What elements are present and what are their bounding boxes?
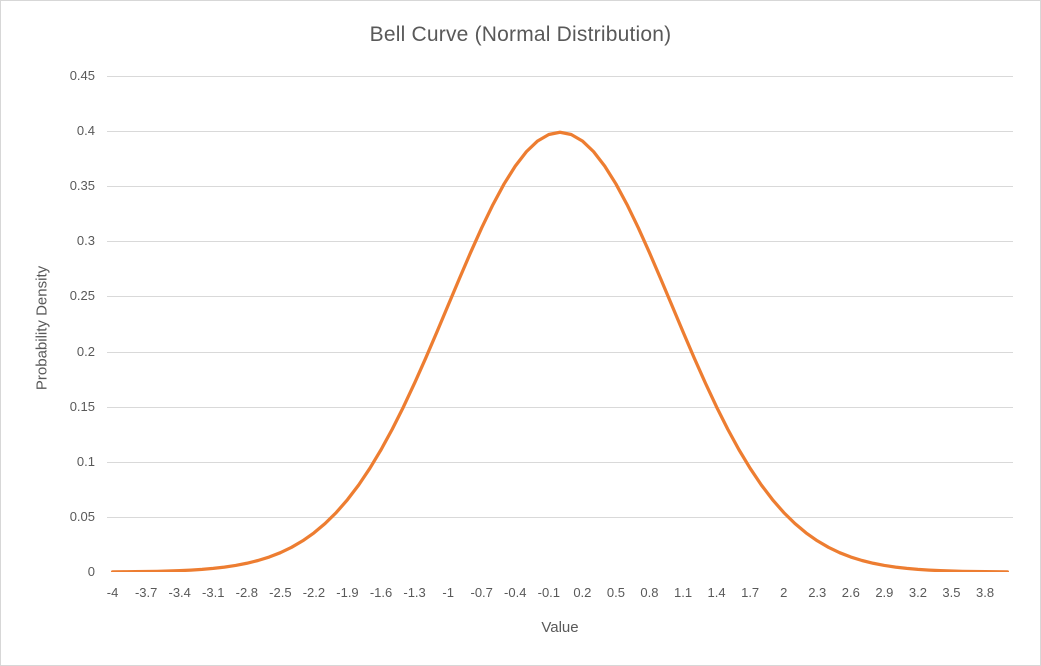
y-tick-label: 0.15 [69, 398, 95, 414]
x-tick-label: 2.3 [808, 585, 827, 600]
x-tick-label: -0.7 [470, 585, 493, 600]
plot-area [107, 76, 1013, 572]
x-tick-label: -3.7 [134, 585, 158, 600]
y-tick-label: 0.3 [76, 233, 95, 249]
x-tick-label: -0.1 [537, 585, 561, 600]
x-tick-label: 3.2 [908, 585, 927, 600]
y-tick-label: 0.4 [76, 123, 95, 139]
x-tick-label: 2 [780, 585, 788, 600]
y-tick-label: 0.45 [69, 68, 95, 83]
x-axis-title: Value [541, 619, 579, 636]
x-tick-label: -2.8 [235, 585, 259, 600]
x-tick-label: -4 [106, 585, 119, 600]
x-tick-label: -2.5 [269, 585, 292, 600]
x-tick-label: 1.7 [741, 585, 760, 600]
gridlines [107, 76, 1013, 518]
y-tick-label: 0.2 [76, 343, 95, 359]
x-tick-label: -2.2 [302, 585, 326, 600]
x-tick-label: 0.8 [640, 585, 659, 600]
x-tick-label: -0.4 [504, 585, 527, 600]
x-tick-label: 3.5 [942, 585, 961, 600]
x-tick-label: -1 [442, 585, 454, 600]
y-tick-label: 0 [87, 564, 95, 579]
x-tick-label: -1.9 [336, 585, 359, 600]
x-tick-label: -1.3 [403, 585, 426, 600]
chart-title: Bell Curve (Normal Distribution) [369, 23, 672, 46]
x-tick-label: 0.2 [573, 585, 592, 600]
x-tick-label: 0.5 [606, 585, 625, 600]
x-tick-label: -3.1 [202, 585, 225, 600]
x-tick-label: -3.4 [168, 585, 191, 600]
y-axis-title: Probability Density [33, 265, 51, 391]
y-tick-label: 0.1 [76, 453, 95, 469]
x-tick-label: 1.1 [673, 585, 693, 600]
x-tick-label: -1.6 [369, 585, 393, 600]
y-tick-label: 0.25 [69, 288, 95, 304]
x-tick-label: 1.4 [707, 585, 726, 600]
y-tick-label: 0.05 [69, 508, 95, 524]
y-tick-label: 0.35 [69, 178, 95, 194]
x-tick-label: 2.6 [841, 585, 860, 600]
x-tick-label: 2.9 [875, 585, 894, 600]
bell-curve-line [110, 130, 1010, 572]
x-tick-label: 3.8 [975, 585, 995, 600]
